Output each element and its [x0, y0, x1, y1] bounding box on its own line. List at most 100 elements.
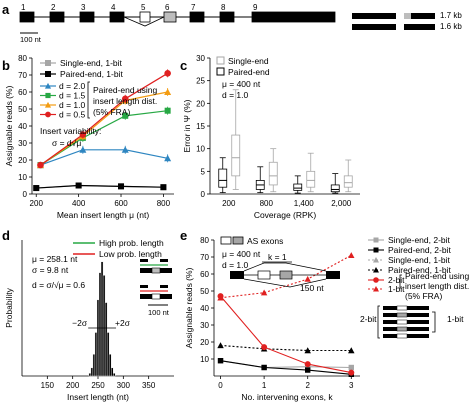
transcript-exon-0 [151, 267, 161, 274]
series-line-5 [220, 254, 352, 299]
x-tick-label: 1,400 [294, 199, 315, 208]
series-5-point [217, 294, 224, 301]
isoform-exon5-2 [396, 24, 404, 30]
panel-e: e 10 20 30 40 50 60 70 80 0 1 2 3 No. intervening ex… [180, 228, 470, 402]
x-tick-label: 3 [349, 381, 354, 390]
x-tick-label: 200 [222, 199, 236, 208]
legend-d-label: d = 1.5 [59, 91, 86, 101]
exon-6 [163, 11, 177, 23]
legend-e-note-2: insert length dist. [405, 281, 469, 291]
exon-structure: 1 2 3 4 5 6 7 8 9 [19, 3, 336, 27]
series-2-point [164, 154, 172, 162]
legend-e-marker [373, 237, 379, 243]
read-block [407, 320, 429, 324]
y-tick-label: 60 [200, 270, 209, 279]
x-tick-label: 200 [30, 199, 44, 208]
panel-b-label: b [2, 58, 10, 73]
x-tick-label: 2,000 [331, 199, 352, 208]
legend-b-note-1: Paired-end using [93, 85, 158, 95]
legend-d-marker [45, 111, 51, 118]
panel-a: a 1 2 3 4 5 6 7 8 9 100 nt 1.7 kb 1.6 kb [2, 2, 462, 44]
series-0-point [348, 364, 354, 371]
y-axis-label: Assignable reads (%) [4, 85, 14, 166]
panel-d-label: d [2, 228, 10, 243]
panel-e-label: e [180, 228, 187, 243]
y-tick-label: 40 [18, 122, 27, 131]
legend-d-marker [44, 101, 52, 108]
bracket-2bit [377, 305, 380, 339]
histogram-bar [88, 373, 92, 377]
y-tick-label: 50 [200, 287, 209, 296]
histogram-bar [112, 373, 116, 377]
legend-d-marker [44, 82, 52, 89]
histogram-bar [98, 272, 102, 377]
legend-e-marker [373, 286, 379, 292]
histogram-bar [92, 354, 96, 377]
x-tick-label: 2 [305, 381, 310, 390]
x-tick-label: 800 [157, 199, 171, 208]
x-tick-label: 600 [114, 199, 128, 208]
y-tick-label: 0 [23, 190, 28, 199]
isoforms [352, 13, 435, 30]
x-tick-label: 800 [260, 199, 274, 208]
y-tick-label: 40 [200, 304, 209, 313]
x-tick-label: 1 [262, 381, 267, 390]
y-tick-label: 30 [196, 54, 205, 63]
legend-d-label: d = 2.0 [59, 81, 86, 91]
sigma-minus-label: −2σ [72, 318, 88, 328]
series-5-point [164, 70, 171, 77]
read-block [407, 334, 429, 338]
exon-number-9: 9 [253, 3, 258, 12]
x-tick-label: 400 [72, 199, 86, 208]
exon-2 [49, 11, 65, 23]
plot-d: 150 200 250 300 350 −2σ +2σ Insert length (nt) P… [4, 240, 174, 402]
series-5-point [304, 275, 311, 282]
legend-b-note-3: (5% FRA) [93, 107, 130, 117]
read-diagrams-e [377, 305, 436, 339]
series-5-point [121, 95, 129, 103]
exon-number-3: 3 [81, 3, 86, 12]
panel-c: c 0 5 10 15 20 25 30 200 800 1,400 2,000 Coverage (… [180, 54, 360, 220]
y-tick-label: 20 [200, 338, 209, 347]
diagram-exon [257, 270, 271, 280]
panel-a-label: a [2, 2, 10, 17]
series-line-3 [40, 110, 168, 166]
histogram-bar [110, 367, 114, 377]
param-c-mu: μ = 400 nt [222, 79, 261, 89]
legend-e-label: Paired-end, 2-bit [388, 245, 451, 255]
x-tick-label: 300 [117, 381, 131, 390]
series-3-point [122, 112, 129, 119]
x-axis-label: No. intervening exons, k [241, 392, 333, 402]
legend-c-marker-single [216, 56, 225, 65]
y-tick-label: 10 [18, 173, 27, 182]
read-diagrams [140, 259, 172, 306]
isoform-label-2: 1.6 kb [440, 22, 462, 31]
read-block [383, 313, 397, 317]
histogram-bar [104, 302, 108, 377]
read-mate-0 [160, 259, 168, 262]
isoform-bar-2 [352, 24, 435, 30]
series-1-point [160, 184, 167, 191]
legend-e-label: 2-bit [388, 275, 405, 285]
histogram-bar [94, 332, 98, 377]
exon-8 [219, 11, 235, 23]
legend-e-note-1: Paired-end using [405, 271, 470, 281]
y-axis-label: Probability [4, 287, 14, 327]
skip-junction [123, 16, 165, 27]
exon-number-4: 4 [111, 3, 116, 12]
plot-c: 0 5 10 15 20 25 30 200 800 1,400 2,000 Coverage (RP… [182, 54, 360, 220]
y-tick-label: 30 [200, 321, 209, 330]
read-block [407, 327, 429, 331]
y-tick-label: 50 [18, 105, 27, 114]
param-c-d: d = 1.0 [222, 90, 249, 100]
legend-c: Single-end Paired-end μ = 400 nt d = 1.0 [216, 56, 270, 100]
exon-number-8: 8 [221, 3, 226, 12]
diagram-exon [230, 271, 244, 279]
legend-e-marker [373, 257, 379, 263]
diagram-junction [243, 262, 327, 272]
transcript-exon-1 [151, 293, 161, 300]
bit2-label: 2-bit [360, 314, 377, 324]
y-tick-label: 10 [196, 145, 205, 154]
k-label: k = 1 [268, 252, 287, 262]
series-4-point [304, 361, 311, 368]
